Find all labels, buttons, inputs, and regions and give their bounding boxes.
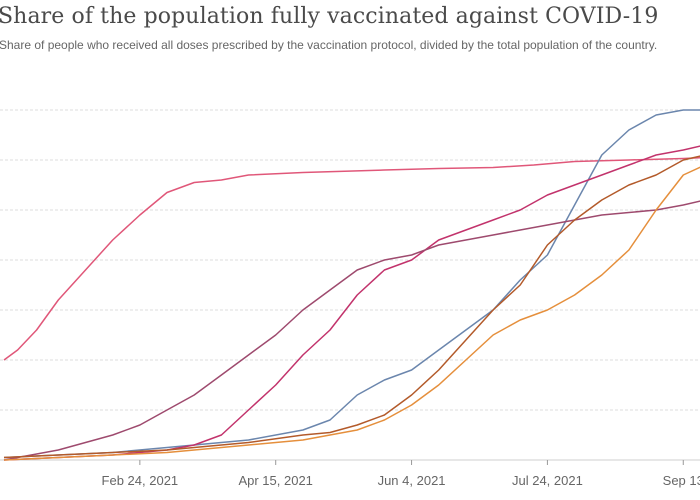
x-tick-label: Apr 15, 2021 bbox=[238, 473, 312, 488]
x-axis: Feb 24, 2021 Apr 15, 2021 Jun 4, 2021 Jul 2… bbox=[102, 460, 700, 488]
series-line-blue-gray[interactable] bbox=[3, 109, 700, 459]
series-lines bbox=[3, 109, 700, 461]
chart-subtitle: Share of people who received all doses p… bbox=[0, 38, 658, 52]
chart-title: Share of the population fully vaccinated… bbox=[0, 4, 659, 29]
series-line-rust[interactable] bbox=[3, 155, 700, 459]
gridlines bbox=[0, 109, 700, 461]
x-tick-label: Feb 24, 2021 bbox=[102, 473, 179, 488]
series-line-magenta[interactable] bbox=[3, 145, 700, 461]
series-line-plum[interactable] bbox=[3, 200, 700, 461]
x-tick-label: Jun 4, 2021 bbox=[378, 473, 446, 488]
x-tick-label: Jul 24, 2021 bbox=[512, 473, 583, 488]
series-line-orange[interactable] bbox=[3, 165, 700, 461]
series-line-pink[interactable] bbox=[3, 156, 700, 361]
x-tick-label: Sep 13 bbox=[663, 473, 700, 488]
